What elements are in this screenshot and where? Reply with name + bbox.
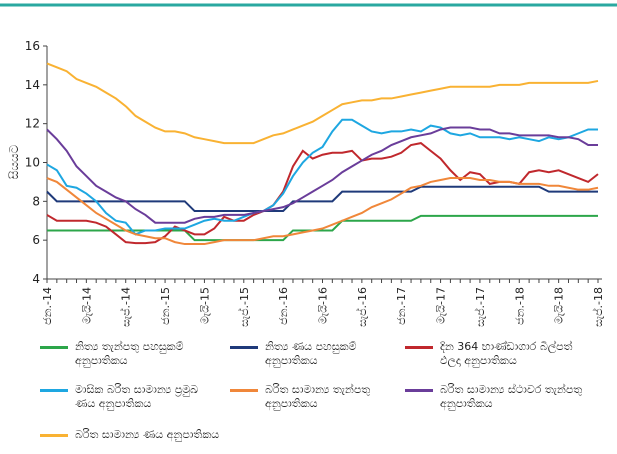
y-tick-label: 8 bbox=[32, 194, 40, 208]
x-tick-label: මැයි-14 bbox=[80, 287, 93, 324]
y-tick-label: 4 bbox=[32, 272, 40, 286]
legend-item: මාසික බරිත සාමාන්‍ය ප්‍රමුඛ ණය අනුපාතිකය bbox=[40, 383, 220, 411]
legend-label: දින 364 භාණ්ඩාගාර බිල්පත් ඵලදා අනුපාතිකය bbox=[440, 340, 573, 367]
x-tick-label: මැයි-17 bbox=[435, 287, 448, 324]
legend-item: බරිත සාමාන්‍ය තැන්පතු අනුපාතිකය bbox=[230, 383, 410, 411]
x-tick-label: මැයි-15 bbox=[198, 287, 211, 324]
x-tick-label: ජන.-14 bbox=[41, 287, 54, 325]
series-line bbox=[46, 62, 599, 145]
y-tick-label: 16 bbox=[25, 39, 40, 53]
series-line bbox=[46, 185, 598, 213]
legend-swatch bbox=[230, 346, 258, 349]
x-tick-label: මැයි-16 bbox=[317, 287, 330, 324]
x-tick-label: ජන.-16 bbox=[277, 287, 290, 325]
x-tick-label: මැයි-18 bbox=[553, 287, 566, 324]
x-tick-label: ජන.-15 bbox=[159, 287, 172, 325]
x-tick-label: සැප්.-18 bbox=[591, 287, 605, 327]
legend-swatch bbox=[40, 389, 68, 392]
legend-swatch bbox=[40, 346, 68, 349]
series-line bbox=[47, 214, 598, 242]
legend-label: බරිත සාමාන්‍ය තැන්පතු අනුපාතිකය bbox=[265, 383, 371, 410]
x-tick-label: ජන.-17 bbox=[395, 287, 408, 325]
y-tick-label: 10 bbox=[25, 156, 40, 170]
y-tick-label: 14 bbox=[25, 78, 40, 92]
series-line bbox=[46, 118, 598, 236]
series-line bbox=[46, 126, 598, 224]
legend-label: නිත්‍ය ණය පහසුකම් අනුපාතිකය bbox=[265, 340, 357, 367]
x-tick-label: සැප්.-17 bbox=[473, 287, 487, 327]
legend-swatch bbox=[405, 346, 433, 349]
legend-label: බරිත සාමාන්‍ය ස්ථාවර තැන්පතු අනුපාතිකය bbox=[440, 383, 583, 410]
series-line bbox=[46, 177, 599, 246]
legend-swatch bbox=[230, 389, 258, 392]
x-tick-label: සැප්.-14 bbox=[119, 287, 133, 327]
legend-item: නිත්‍ය තැන්පතු පහසුකම් අනුපාතිකය bbox=[40, 340, 220, 368]
legend-item: බරිත සාමාන්‍ය ස්ථාවර තැන්පතු අනුපාතිකය bbox=[405, 383, 585, 411]
legend-swatch bbox=[40, 434, 68, 437]
y-tick-label: 6 bbox=[32, 233, 40, 247]
legend-label: නිත්‍ය තැන්පතු පහසුකම් අනුපාතිකය bbox=[75, 340, 184, 367]
x-tick-label: සැප්.-16 bbox=[355, 287, 369, 327]
x-tick-label: ජන.-18 bbox=[513, 287, 526, 325]
legend-item: බරිත සාමාන්‍ය ණය අනුපාතිකය bbox=[40, 428, 220, 442]
legend-swatch bbox=[405, 389, 433, 392]
legend-label: මාසික බරිත සාමාන්‍ය ප්‍රමුඛ ණය අනුපාතිකය bbox=[75, 383, 198, 410]
y-tick-label: 12 bbox=[25, 117, 40, 131]
y-axis-label: සියයට bbox=[7, 144, 21, 179]
legend-label: බරිත සාමාන්‍ය ණය අනුපාතිකය bbox=[75, 428, 220, 441]
legend-item: නිත්‍ය ණය පහසුකම් අනුපාතිකය bbox=[230, 340, 410, 368]
legend-item: දින 364 භාණ්ඩාගාර බිල්පත් ඵලදා අනුපාතිකය bbox=[405, 340, 585, 368]
x-tick-label: සැප්.-15 bbox=[237, 287, 251, 327]
